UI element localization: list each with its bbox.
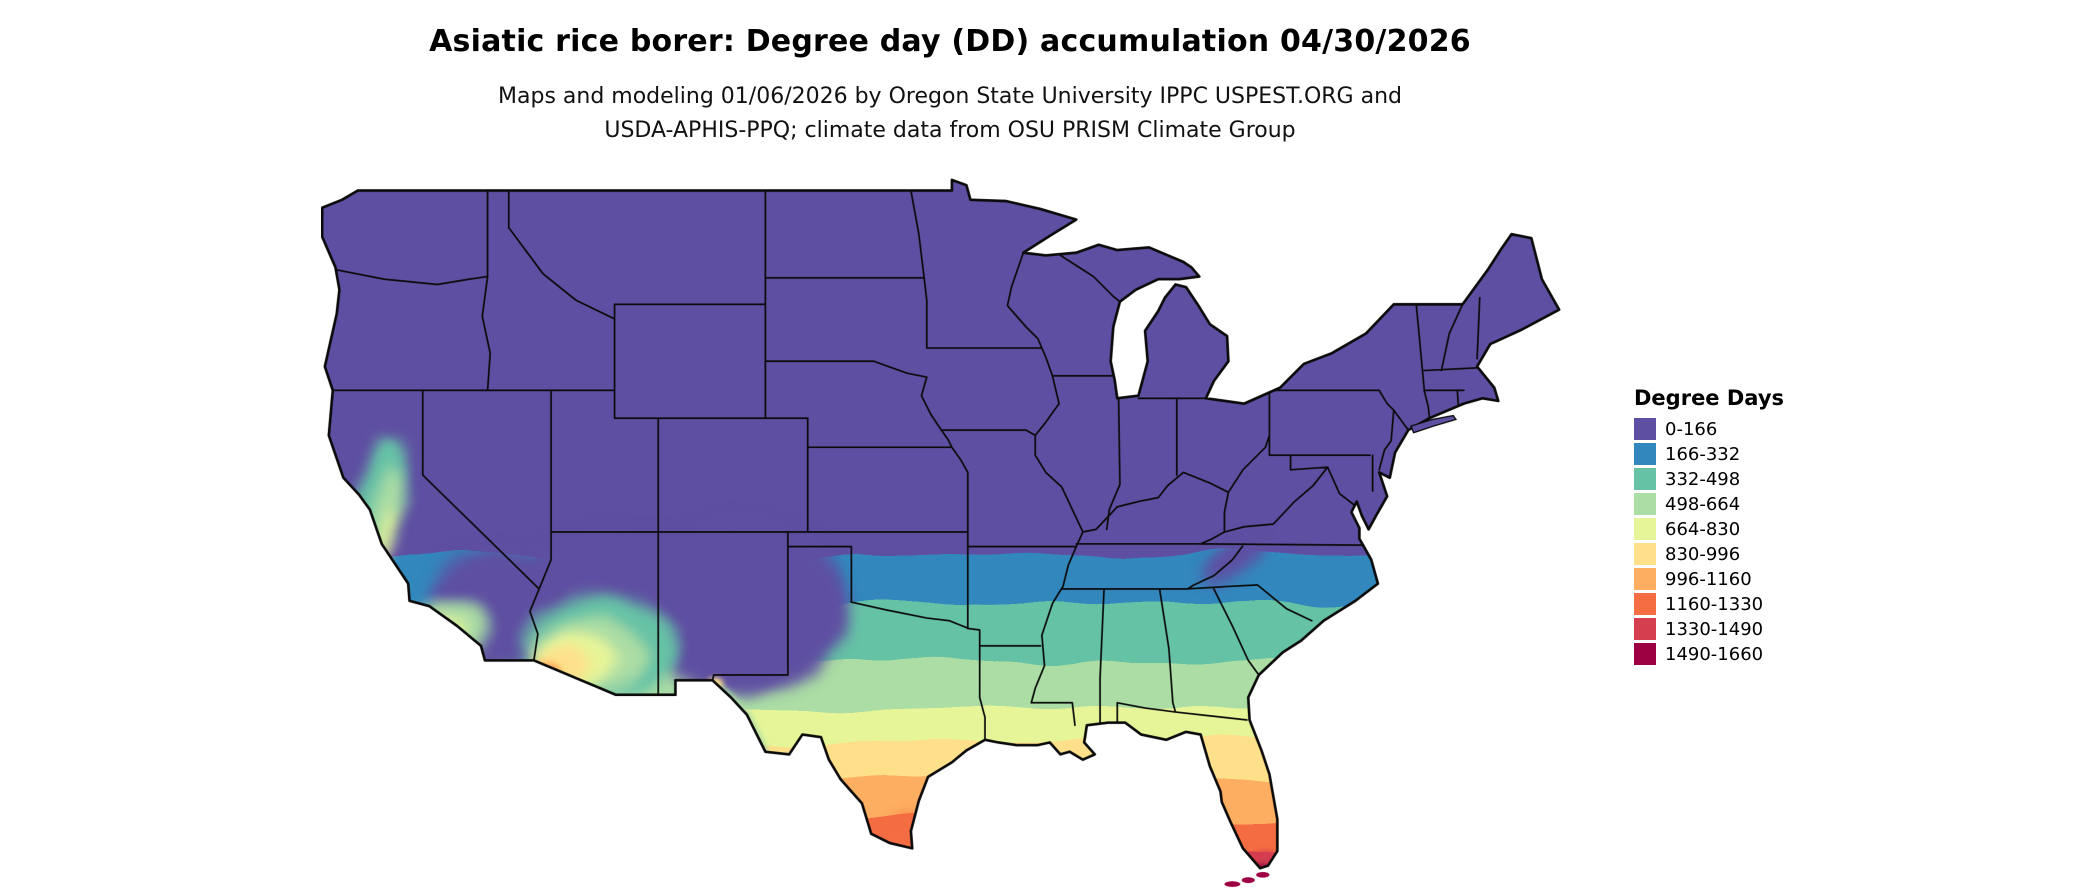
anomaly-appalachian-purple <box>1201 536 1261 583</box>
state-borders <box>331 189 1481 741</box>
legend-swatch <box>1634 593 1656 615</box>
anomaly-socal-yellow <box>421 628 446 645</box>
map-legend: Degree Days 0-166 166-332 332-498 498-66… <box>1634 386 1784 668</box>
florida-key-island <box>1224 881 1241 887</box>
anomaly-socal-green <box>408 602 488 656</box>
anomaly-socal-yellowgreen <box>418 618 467 650</box>
legend-row: 830-996 <box>1634 543 1784 565</box>
legend-row: 498-664 <box>1634 493 1784 515</box>
legend-row: 0-166 <box>1634 418 1784 440</box>
legend-swatch <box>1634 568 1656 590</box>
legend-label: 332-498 <box>1665 468 1741 490</box>
legend-swatch <box>1634 643 1656 665</box>
subtitle-line-1: Maps and modeling 01/06/2026 by Oregon S… <box>498 84 1402 109</box>
legend-row: 996-1160 <box>1634 568 1784 590</box>
legend-label: 1330-1490 <box>1665 618 1764 640</box>
legend-row: 664-830 <box>1634 518 1784 540</box>
legend-swatch <box>1634 493 1656 515</box>
legend-swatch <box>1634 518 1656 540</box>
page-title: Asiatic rice borer: Degree day (DD) accu… <box>429 24 1471 59</box>
legend-row: 166-332 <box>1634 443 1784 465</box>
anomaly-newmexico-westtexas-purple <box>633 520 851 695</box>
page-subtitle: Maps and modeling 01/06/2026 by Oregon S… <box>0 80 1900 148</box>
anomaly-ca-coast-teal <box>346 519 380 606</box>
subtitle-line-2: USDA-APHIS-PPQ; climate data from OSU PR… <box>604 118 1296 143</box>
legend-title: Degree Days <box>1634 386 1785 410</box>
legend-swatch <box>1634 418 1656 440</box>
legend-swatch <box>1634 543 1656 565</box>
florida-key-island <box>1256 871 1270 878</box>
legend-label: 0-166 <box>1665 418 1718 440</box>
legend-label: 664-830 <box>1665 518 1741 540</box>
legend-row: 332-498 <box>1634 468 1784 490</box>
legend-swatch <box>1634 468 1656 490</box>
legend-label: 996-1160 <box>1665 568 1752 590</box>
legend-swatch <box>1634 618 1656 640</box>
legend-label: 166-332 <box>1665 443 1741 465</box>
legend-label: 1160-1330 <box>1665 593 1764 615</box>
legend-row: 1160-1330 <box>1634 593 1784 615</box>
legend-label: 1490-1660 <box>1665 643 1764 665</box>
us-degree-day-map <box>305 168 1575 896</box>
legend-row: 1330-1490 <box>1634 618 1784 640</box>
legend-row: 1490-1660 <box>1634 643 1784 665</box>
long-island <box>1410 414 1457 434</box>
us-map-figure <box>320 178 1561 887</box>
florida-key-island <box>1241 877 1255 884</box>
legend-swatch <box>1634 443 1656 465</box>
legend-label: 498-664 <box>1665 493 1741 515</box>
florida-keys <box>1224 871 1270 887</box>
legend-label: 830-996 <box>1665 543 1741 565</box>
